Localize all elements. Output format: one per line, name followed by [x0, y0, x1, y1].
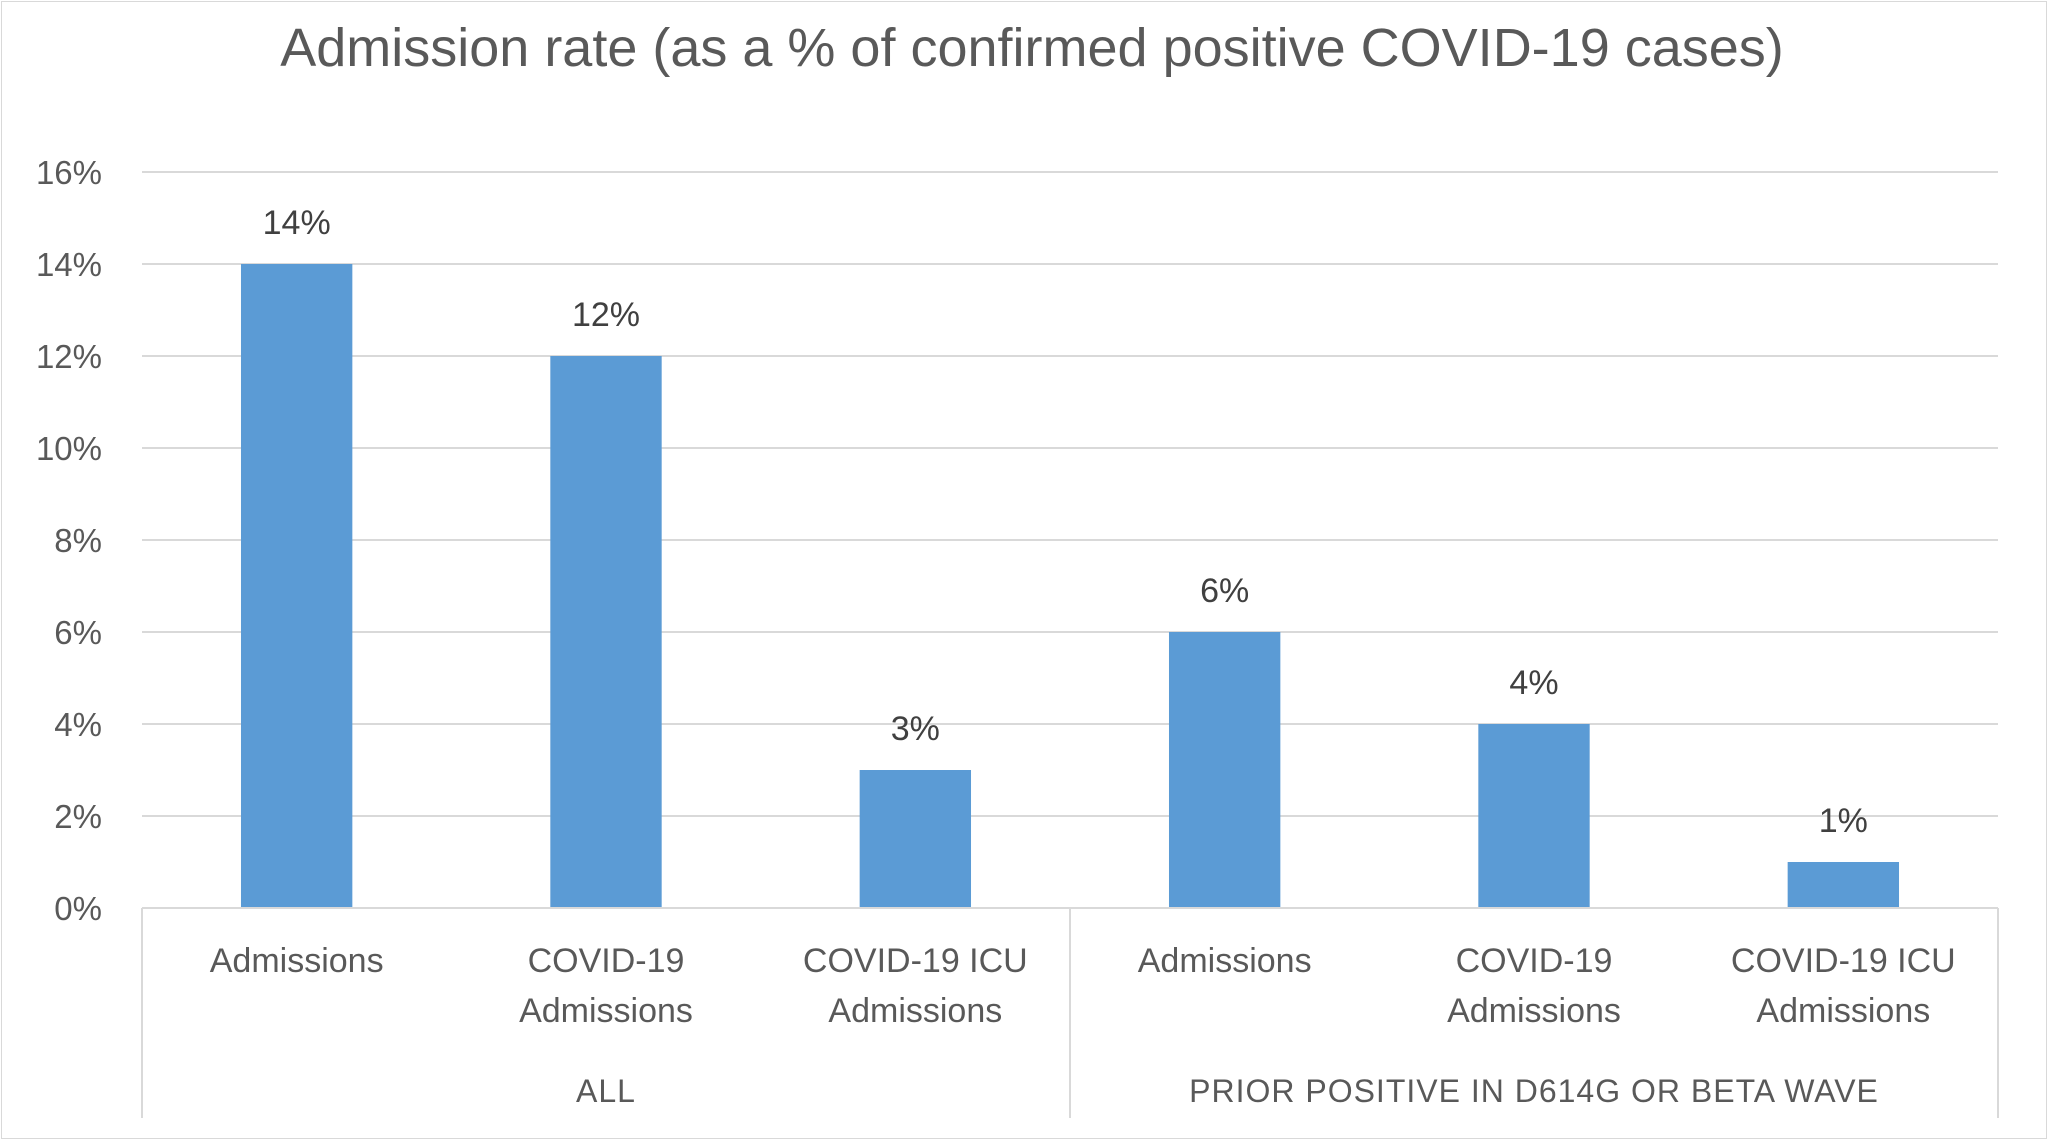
category-label: Admissions: [1756, 992, 1930, 1030]
data-label: 12%: [572, 296, 640, 334]
data-label: 14%: [263, 204, 331, 242]
bar: [240, 264, 353, 908]
category-label: COVID-19: [1456, 942, 1613, 980]
data-label: 3%: [891, 710, 940, 748]
category-label: Admissions: [828, 992, 1002, 1030]
gridlines: [142, 171, 1998, 817]
category-label: COVID-19 ICU: [803, 942, 1028, 980]
y-tick-label: 2%: [54, 798, 102, 835]
y-tick-label: 12%: [36, 338, 102, 375]
category-label: Admissions: [1138, 942, 1312, 980]
y-tick-label: 0%: [54, 890, 102, 927]
y-tick-label: 4%: [54, 706, 102, 743]
data-label: 6%: [1200, 572, 1249, 610]
data-label: 1%: [1819, 802, 1868, 840]
data-labels: 14% 12% 3% 6% 4% 1%: [263, 204, 1868, 840]
bar: [859, 770, 972, 908]
category-label: Admissions: [519, 992, 693, 1030]
group-labels: ALL PRIOR POSITIVE IN D614G OR BETA WAVE: [576, 1073, 1879, 1109]
group-label: ALL: [576, 1073, 636, 1109]
data-label: 4%: [1509, 664, 1558, 702]
bar: [1478, 724, 1590, 908]
chart-title: Admission rate (as a % of confirmed posi…: [280, 18, 1784, 78]
x-axis: [141, 907, 1999, 1118]
bars: [240, 264, 1900, 908]
bar: [1787, 862, 1900, 908]
y-tick-label: 16%: [36, 154, 102, 191]
category-label: Admissions: [210, 942, 384, 980]
y-axis-ticks: 0% 2% 4% 6% 8% 10% 12% 14% 16%: [36, 154, 102, 927]
group-label: PRIOR POSITIVE IN D614G OR BETA WAVE: [1189, 1073, 1879, 1109]
bar: [1168, 632, 1281, 908]
category-labels: Admissions COVID-19 Admissions COVID-19 ICU…: [210, 942, 1956, 1030]
y-tick-label: 14%: [36, 246, 102, 283]
category-label: COVID-19 ICU: [1731, 942, 1956, 980]
category-label: Admissions: [1447, 992, 1621, 1030]
y-tick-label: 6%: [54, 614, 102, 651]
bar: [550, 356, 662, 908]
category-label: COVID-19: [528, 942, 685, 980]
y-tick-label: 8%: [54, 522, 102, 559]
y-tick-label: 10%: [36, 430, 102, 467]
